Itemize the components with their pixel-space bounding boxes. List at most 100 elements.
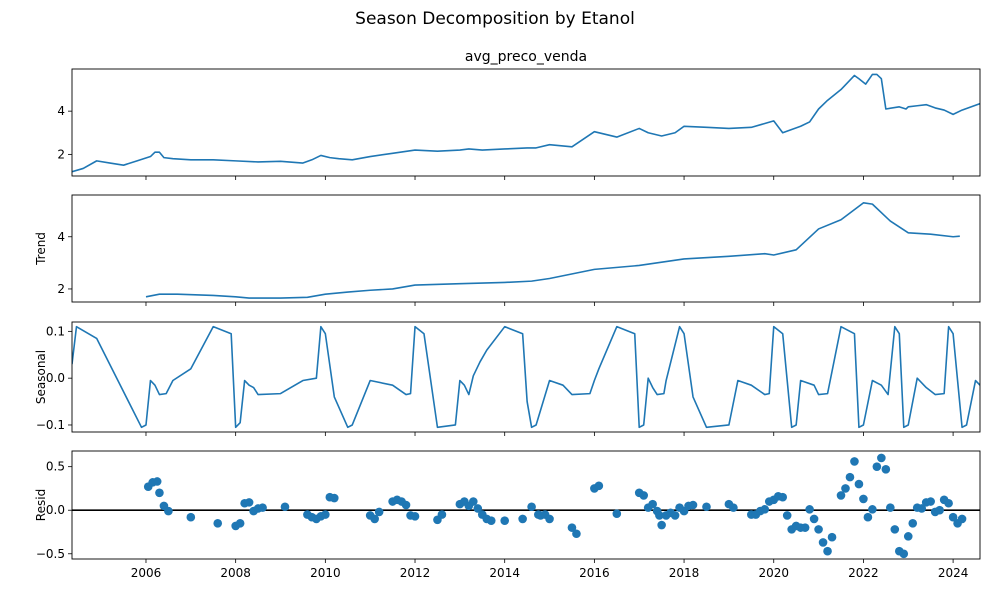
observed-panel: avg_preco_venda 2 4: [57, 49, 981, 180]
resid-point: [639, 491, 649, 500]
resid-point: [800, 523, 810, 532]
resid-point: [401, 500, 411, 510]
x-tick-label: 2014: [489, 566, 520, 580]
resid-point: [850, 457, 859, 466]
resid-point: [657, 520, 666, 530]
resid-point: [612, 509, 622, 519]
resid-point: [836, 491, 846, 500]
x-tick-label: 2022: [848, 566, 879, 580]
panel-frame: [71, 450, 981, 560]
series-line: [72, 325, 980, 429]
y-tick-label: 4: [57, 230, 65, 244]
series: [72, 73, 980, 173]
series: [72, 325, 980, 429]
y-tick-label: −0.5: [36, 547, 65, 561]
resid-point: [500, 516, 510, 525]
seasonal-panel: Seasonal −0.1 0.0 0.1: [34, 321, 981, 436]
resid-point: [545, 514, 554, 524]
resid-point: [818, 538, 828, 547]
resid-point: [823, 546, 832, 556]
resid-point: [648, 499, 657, 509]
resid-point: [164, 506, 173, 516]
resid-point: [688, 500, 698, 510]
x-tick-label: 2024: [938, 566, 969, 580]
resid-point: [944, 498, 953, 508]
resid-point: [868, 505, 877, 514]
resid-point: [469, 497, 478, 506]
y-tick-label: 0.5: [46, 460, 65, 474]
resid-point: [244, 498, 254, 507]
panel-frame: [71, 194, 981, 303]
resid-point: [518, 514, 527, 524]
resid-point: [908, 518, 918, 528]
resid-point: [235, 518, 245, 528]
resid-point: [814, 525, 823, 534]
resid-point: [859, 494, 868, 504]
resid-point: [841, 484, 850, 493]
series-line: [145, 202, 960, 299]
resid-point: [213, 518, 223, 528]
resid-point: [155, 488, 164, 498]
resid-point: [872, 462, 882, 471]
resid-point: [473, 504, 483, 513]
resid-point: [948, 512, 958, 522]
resid-point: [321, 510, 330, 519]
resid-point: [917, 504, 927, 513]
resid-point: [670, 511, 680, 520]
figure-suptitle: Season Decomposition by Etanol: [355, 9, 635, 29]
x-tick-label: 2020: [758, 566, 789, 580]
x-tick-label: 2016: [579, 566, 610, 580]
resid-point: [827, 532, 837, 542]
resid-point: [410, 512, 420, 521]
x-tick-label: 2006: [131, 566, 162, 580]
resid-point: [567, 523, 577, 532]
panel-title: avg_preco_venda: [465, 49, 587, 65]
resid-point: [280, 502, 290, 512]
resid-point: [805, 505, 814, 514]
resid-point: [527, 502, 536, 512]
panel-frame: [71, 321, 981, 433]
resid-point: [330, 493, 339, 503]
panel-frame: [71, 68, 981, 177]
resid-point: [572, 529, 581, 539]
series-line: [72, 73, 980, 173]
resid-point: [152, 477, 162, 486]
resid-point: [655, 511, 664, 520]
y-tick-label: 2: [57, 147, 65, 161]
series: [145, 202, 960, 299]
resid-point: [926, 497, 935, 506]
panel-ylabel: Resid: [34, 489, 48, 521]
y-tick-label: 2: [57, 282, 65, 296]
resid-panel: Resid −0.5 0.0 0.5 2006 2008 2010 2012 2014 2016 2…: [34, 450, 981, 580]
x-tick-label: 2012: [400, 566, 431, 580]
resid-point: [258, 503, 267, 512]
y-tick-label: 0.0: [46, 503, 65, 517]
resid-point: [809, 514, 819, 524]
x-tick-label: 2008: [220, 566, 251, 580]
resid-point: [729, 503, 738, 512]
resid-point: [877, 453, 886, 463]
y-tick-label: 0.1: [46, 324, 65, 338]
resid-point: [886, 503, 895, 512]
resid-point: [186, 512, 196, 522]
resid-point: [845, 472, 855, 482]
resid-point: [854, 479, 864, 489]
y-tick-label: −0.1: [36, 418, 65, 432]
resid-point: [903, 532, 913, 541]
panel-ylabel: Seasonal: [34, 350, 48, 404]
resid-point: [935, 505, 944, 515]
panels: avg_preco_venda 2 4 Trend 2 4 Seasonal −0.1 0.0 0…: [34, 49, 981, 580]
resid-point: [899, 549, 909, 559]
resid-point: [370, 514, 379, 524]
resid-point: [863, 512, 873, 522]
x-tick-label: 2018: [669, 566, 700, 580]
y-tick-label: 4: [57, 104, 65, 118]
resid-point: [594, 481, 604, 491]
panel-ylabel: Trend: [34, 232, 48, 266]
x-tick-label: 2010: [310, 566, 341, 580]
resid-point: [486, 516, 496, 525]
resid-point: [881, 464, 891, 474]
resid-point: [374, 507, 384, 517]
trend-panel: Trend 2 4: [34, 194, 981, 306]
